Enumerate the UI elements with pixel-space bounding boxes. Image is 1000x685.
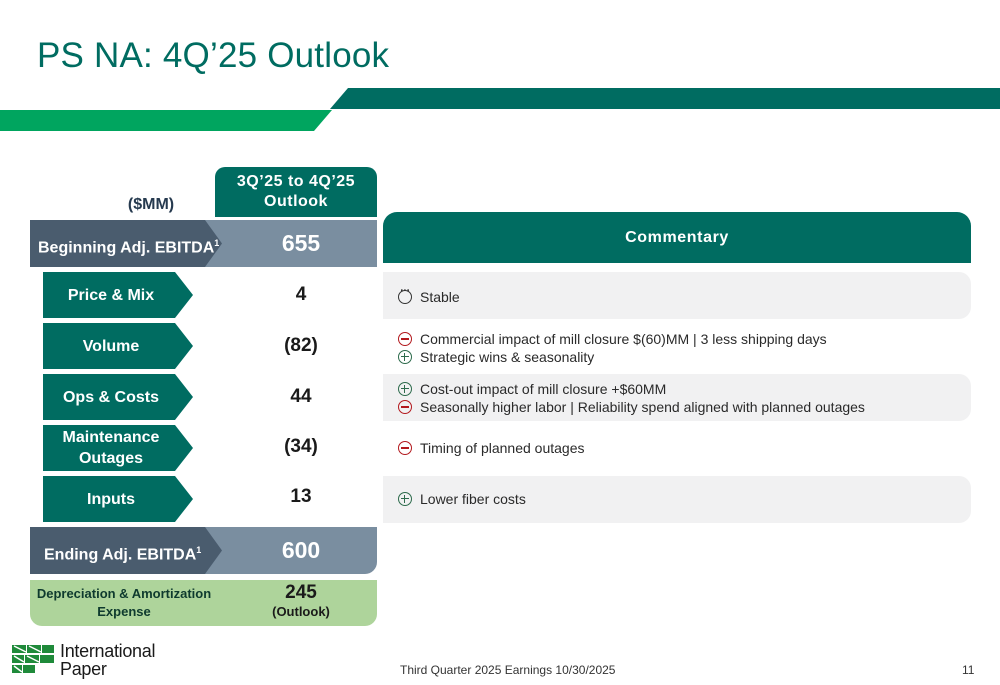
row-label-maintenance-outages: Maintenance Outages [43,425,193,471]
commentary-line: Seasonally higher labor | Reliability sp… [398,398,865,416]
commentary-line: Cost-out impact of mill closure +$60MM [398,380,666,398]
ending-label-arrow [30,527,222,574]
commentary-line: Strategic wins & seasonality [398,348,594,366]
commentary-line: Lower fiber costs [398,490,526,508]
row-value-ops-costs: 44 [290,386,312,407]
row-value-volume: (82) [284,335,318,356]
row-value-inputs: 13 [290,486,312,507]
beginning-ebitda-value: 655 [281,230,321,256]
da-band [30,580,377,626]
minus-icon [398,441,412,455]
row-label-ops-costs: Ops & Costs [43,374,193,420]
page-title: PS NA: 4Q’25 Outlook [37,36,390,75]
ending-value-band [205,527,377,574]
row-label-price-mix: Price & Mix [43,272,193,318]
row-value-maintenance-outages: (34) [284,436,318,457]
page-number: 11 [962,663,975,677]
logo-text-line1: International [60,641,156,661]
neutral-icon [398,285,412,304]
logo-mark-icon [12,643,56,677]
ending-ebitda-label: Ending Adj. EBITDA1 [44,545,202,564]
commentary-row-bg [383,476,971,523]
minus-icon [398,400,412,414]
da-value: 245 (Outlook) [272,582,330,619]
plus-icon [398,492,412,506]
commentary-row-bg [383,272,971,319]
da-label: Depreciation & Amortization Expense [36,586,212,619]
commentary-line: Timing of planned outages [398,439,584,457]
commentary-row-bg [383,374,971,421]
logo-text-line2: Paper [60,659,107,679]
minus-icon [398,332,412,346]
units-label: ($MM) [127,196,175,213]
beginning-label-arrow [30,220,222,267]
row-label-inputs: Inputs [43,476,193,522]
teal-accent-band [330,88,1000,109]
row-value-price-mix: 4 [295,284,307,305]
plus-icon [398,382,412,396]
ending-ebitda-value: 600 [281,537,321,563]
plus-icon [398,350,412,364]
green-accent-band [0,110,332,131]
row-label-volume: Volume [43,323,193,369]
outlook-column-header: 3Q’25 to 4Q’25 Outlook [215,167,377,217]
commentary-line: Commercial impact of mill closure $(60)M… [398,330,827,348]
commentary-line: Stable [398,285,460,306]
footer-text: Third Quarter 2025 Earnings 10/30/2025 [400,663,616,677]
commentary-header: Commentary [383,212,971,263]
beginning-ebitda-label: Beginning Adj. EBITDA1 [38,238,220,257]
beginning-value-band [205,220,377,267]
company-logo: International Paper [12,640,162,680]
